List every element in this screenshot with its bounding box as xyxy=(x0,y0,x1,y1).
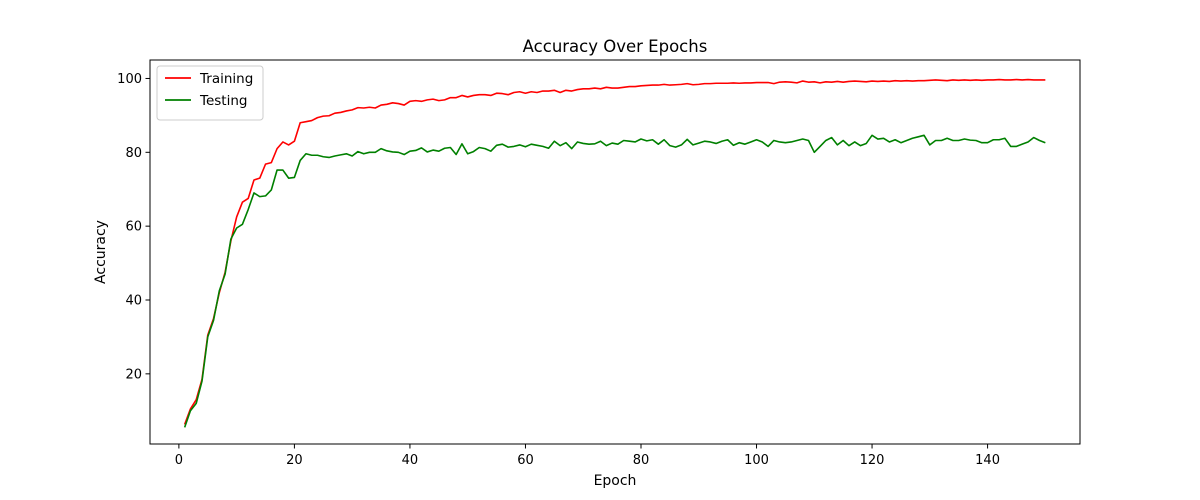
x-tick-label: 120 xyxy=(860,453,885,468)
series-layer xyxy=(183,78,1046,428)
y-tick-label: 40 xyxy=(125,294,142,309)
y-tick-label: 100 xyxy=(117,72,142,87)
chart-title: Accuracy Over Epochs xyxy=(523,37,708,56)
legend-box xyxy=(156,65,264,121)
series-line-testing xyxy=(183,134,1046,428)
legend: Training Testing xyxy=(156,65,264,121)
series-line-training xyxy=(183,78,1046,425)
x-tick-label: 0 xyxy=(175,453,183,468)
y-axis: 20 40 60 80 100 xyxy=(117,72,150,382)
legend-label: Training xyxy=(199,71,253,87)
x-axis-label: Epoch xyxy=(594,473,637,489)
x-tick-label: 20 xyxy=(286,453,303,468)
x-axis: 0 20 40 60 80 100 120 140 xyxy=(175,444,1000,468)
x-tick-label: 80 xyxy=(633,453,650,468)
legend-label: Testing xyxy=(199,93,247,109)
x-tick-label: 100 xyxy=(744,453,769,468)
y-tick-label: 20 xyxy=(125,367,142,382)
y-tick-label: 80 xyxy=(125,146,142,161)
y-tick-label: 60 xyxy=(125,220,142,235)
x-tick-label: 140 xyxy=(975,453,1000,468)
plot-frame xyxy=(149,59,1081,445)
x-tick-label: 60 xyxy=(517,453,534,468)
x-tick-label: 40 xyxy=(402,453,419,468)
y-axis-label: Accuracy xyxy=(93,220,109,284)
